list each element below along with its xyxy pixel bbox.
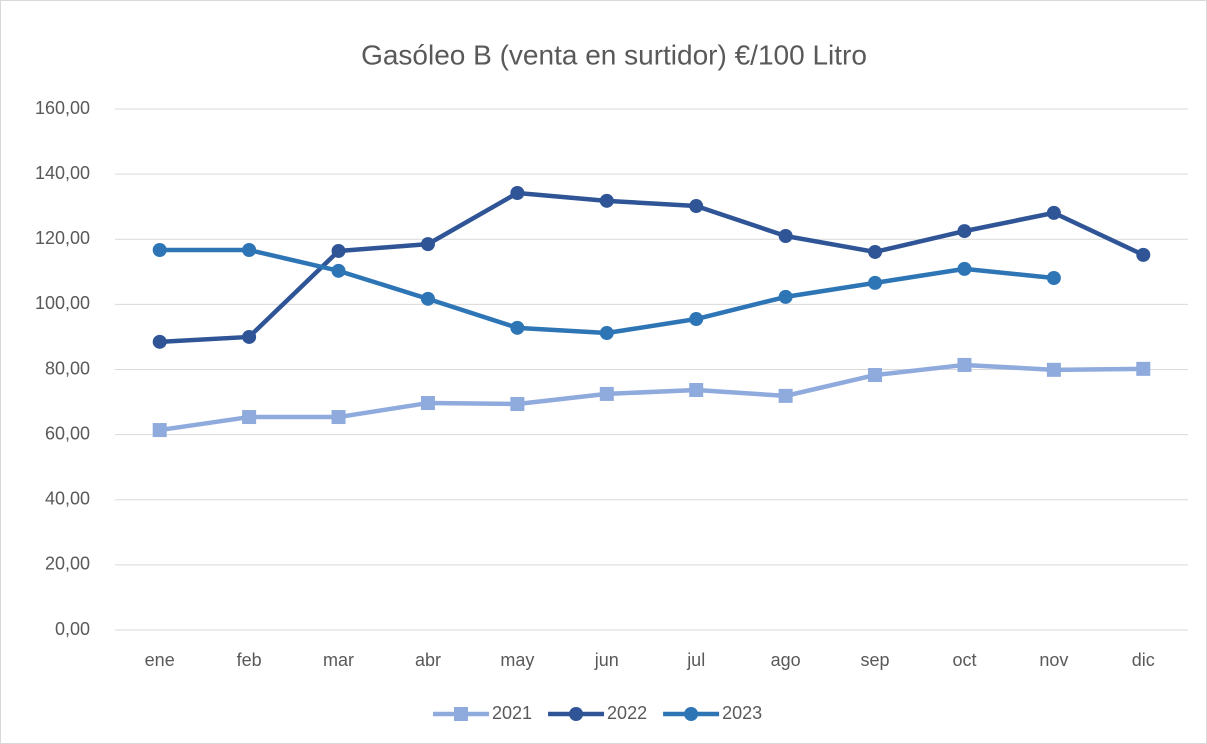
y-tick-label: 120,00 <box>35 228 90 248</box>
x-tick-label: dic <box>1132 650 1155 670</box>
legend-marker <box>684 707 699 721</box>
data-point <box>331 243 346 258</box>
data-point <box>510 186 525 201</box>
data-point <box>599 386 614 401</box>
data-point <box>420 396 435 411</box>
x-tick-label: nov <box>1039 650 1068 670</box>
legend-marker <box>454 707 468 721</box>
x-tick-label: mar <box>323 650 354 670</box>
data-point <box>420 237 435 252</box>
data-point <box>689 312 704 327</box>
data-point <box>957 224 972 239</box>
data-point <box>689 199 704 214</box>
y-tick-label: 80,00 <box>45 358 90 378</box>
data-point <box>152 242 167 257</box>
data-point <box>1136 361 1151 376</box>
legend-label: 2021 <box>492 703 532 723</box>
x-tick-label: ene <box>145 650 175 670</box>
x-tick-label: sep <box>861 650 890 670</box>
x-tick-label: oct <box>952 650 976 670</box>
data-point <box>778 289 793 304</box>
y-tick-label: 160,00 <box>35 98 90 118</box>
legend-label: 2022 <box>607 703 647 723</box>
y-tick-label: 60,00 <box>45 423 90 443</box>
data-point <box>420 291 435 306</box>
data-point <box>599 326 614 341</box>
data-point <box>331 410 346 425</box>
legend-marker <box>569 707 584 721</box>
y-tick-label: 100,00 <box>35 293 90 313</box>
data-point <box>778 228 793 243</box>
data-point <box>778 388 793 403</box>
x-tick-label: ago <box>771 650 801 670</box>
y-tick-label: 40,00 <box>45 489 90 509</box>
y-tick-label: 0,00 <box>55 619 90 639</box>
x-tick-label: feb <box>237 650 262 670</box>
data-point <box>152 423 167 438</box>
data-point <box>1136 247 1151 262</box>
data-point <box>152 334 167 349</box>
data-point <box>689 383 704 398</box>
x-tick-label: abr <box>415 650 441 670</box>
y-tick-label: 140,00 <box>35 163 90 183</box>
data-point <box>957 357 972 372</box>
data-point <box>1046 362 1061 377</box>
data-point <box>242 329 257 344</box>
data-point <box>510 320 525 335</box>
data-point <box>1046 205 1061 220</box>
data-point <box>957 261 972 276</box>
legend-label: 2023 <box>722 703 762 723</box>
data-point <box>868 244 883 259</box>
x-tick-label: jul <box>686 650 705 670</box>
x-tick-label: may <box>500 650 534 670</box>
data-point <box>242 410 257 425</box>
data-point <box>868 368 883 383</box>
data-point <box>510 397 525 412</box>
data-point <box>868 275 883 290</box>
data-point <box>1046 270 1061 285</box>
chart-title: Gasóleo B (venta en surtidor) €/100 Litr… <box>361 39 867 70</box>
x-tick-label: jun <box>594 650 619 670</box>
data-point <box>242 242 257 257</box>
data-point <box>331 263 346 278</box>
series-line <box>159 362 1144 433</box>
y-tick-label: 20,00 <box>45 554 90 574</box>
data-point <box>599 193 614 208</box>
